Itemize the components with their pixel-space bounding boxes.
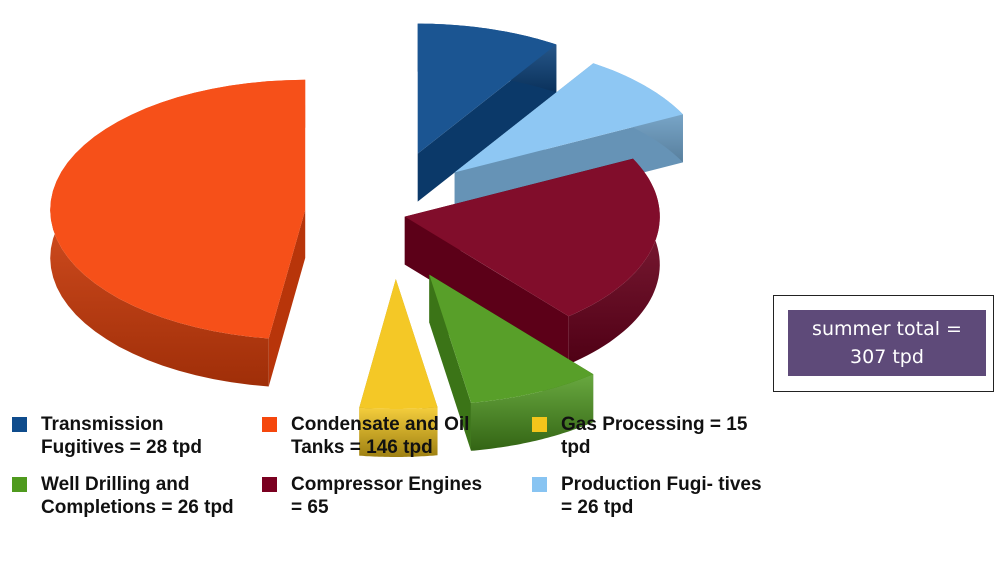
legend-swatch <box>532 417 547 432</box>
legend-swatch <box>12 477 27 492</box>
pie-slice-gas-processing <box>359 278 438 457</box>
legend-item-condensate-oil-tanks: Condensate and Oil Tanks = 146 tpd <box>262 413 522 459</box>
legend-swatch <box>12 417 27 432</box>
pie-slice-well-drilling-and-completions <box>429 274 594 451</box>
pie-slice-transmission-fugitives <box>417 23 557 202</box>
legend-swatch <box>262 417 277 432</box>
legend-swatch <box>532 477 547 492</box>
legend-item-well-drilling: Well Drilling and Completions = 26 tpd <box>12 473 252 519</box>
legend-label: Compressor Engines = 65 <box>291 474 483 518</box>
legend-label: Well Drilling and Completions = 26 tpd <box>41 474 234 518</box>
legend-item-transmission-fugitives: Transmission Fugitives = 28 tpd <box>12 413 252 459</box>
legend-label: Production Fugi- tives = 26 tpd <box>561 474 762 518</box>
pie-slice-condensate-and-oil-tanks <box>50 79 306 387</box>
legend-item-compressor-engines: Compressor Engines = 65 <box>262 473 492 519</box>
legend-swatch <box>262 477 277 492</box>
summer-total-box: summer total = 307 tpd <box>773 295 994 392</box>
legend-label: Condensate and Oil Tanks = 146 tpd <box>291 414 470 458</box>
legend-label: Transmission Fugitives = 28 tpd <box>41 414 203 458</box>
pie-slice-compressor-engines <box>404 158 660 365</box>
summer-total-line-2: 307 tpd <box>850 346 924 368</box>
legend-label: Gas Processing = 15 tpd <box>561 414 748 458</box>
summer-total-line-1: summer total = <box>812 318 962 340</box>
summer-total-label: summer total = 307 tpd <box>788 310 986 376</box>
legend-item-gas-processing: Gas Processing = 15 tpd <box>532 413 777 459</box>
legend-item-production-fugitives: Production Fugi- tives = 26 tpd <box>532 473 777 519</box>
